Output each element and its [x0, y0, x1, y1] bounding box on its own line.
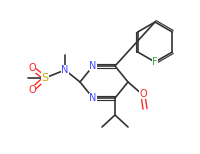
- Text: O: O: [139, 89, 147, 99]
- Text: O: O: [28, 85, 36, 95]
- Text: S: S: [41, 73, 49, 83]
- Text: O: O: [28, 63, 36, 73]
- Text: N: N: [89, 61, 97, 71]
- Text: N: N: [61, 65, 69, 75]
- Text: N: N: [89, 93, 97, 103]
- Text: F: F: [152, 57, 158, 67]
